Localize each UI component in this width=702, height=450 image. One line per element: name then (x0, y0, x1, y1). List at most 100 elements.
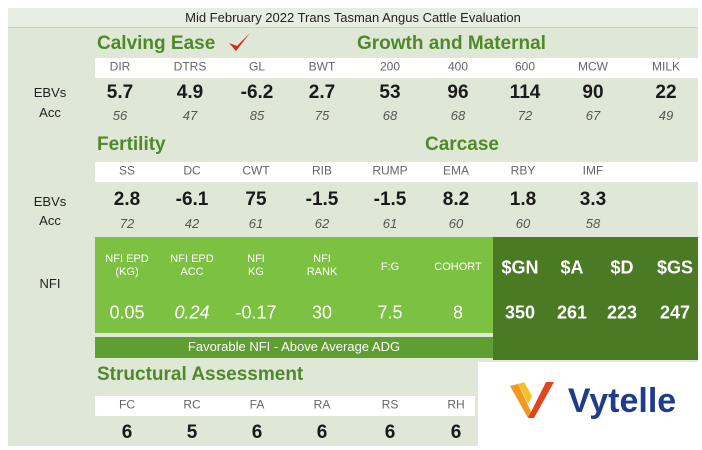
nfi-note-bar (95, 337, 493, 358)
column-label: 400 (447, 59, 469, 74)
label-row (95, 162, 698, 182)
index-value: 247 (659, 302, 691, 323)
ebv-value: 114 (509, 82, 541, 104)
section-heading: Carcase (425, 134, 499, 156)
acc-value: 60 (515, 216, 531, 232)
column-label: RBY (510, 163, 536, 178)
ebv-value: 3.3 (579, 189, 607, 211)
ebv-value: 1.8 (509, 189, 537, 211)
acc-value: 61 (382, 216, 398, 232)
column-label: IMF (582, 163, 604, 178)
row-label: EBVs (33, 85, 67, 101)
row-label: NFI (39, 276, 61, 292)
acc-value: 72 (119, 216, 135, 232)
acc-value: 58 (585, 216, 601, 232)
ebv-value: 90 (582, 82, 604, 104)
section-heading: Calving Ease (97, 33, 216, 55)
nfi-value: -0.17 (235, 302, 277, 323)
column-label: DIR (109, 59, 131, 74)
ebv-value: 4.9 (176, 82, 204, 104)
column-label: RC (183, 397, 201, 412)
title: Mid February 2022 Trans Tasman Angus Cat… (185, 10, 521, 26)
row-label: Acc (39, 105, 61, 121)
index-value: 350 (504, 302, 536, 323)
column-label: 600 (514, 59, 536, 74)
nfi-value: 0.05 (109, 302, 145, 323)
nfi-column-label: NFI EPD (170, 253, 214, 266)
column-label: FC (119, 397, 135, 412)
ebv-value: 2.8 (113, 189, 141, 211)
acc-value: 67 (585, 108, 601, 124)
logo-text: Vytelle (567, 382, 677, 421)
column-label: CWT (242, 163, 270, 178)
structural-value: 6 (121, 422, 133, 444)
column-label: DC (183, 163, 201, 178)
acc-value: 85 (249, 108, 265, 124)
nfi-block (95, 237, 493, 333)
acc-value: 49 (658, 108, 674, 124)
index-value: 261 (556, 302, 588, 323)
label-row (95, 396, 475, 416)
acc-value: 42 (184, 216, 200, 232)
nfi-column-label: RANK (306, 266, 338, 279)
row-label: EBVs (33, 194, 67, 210)
section-heading: Fertility (97, 134, 166, 156)
column-label: RA (313, 397, 331, 412)
column-label: FA (249, 397, 265, 412)
nfi-column-label: ACC (180, 266, 204, 279)
acc-value: 68 (450, 108, 466, 124)
ebv-value: 75 (245, 189, 267, 211)
column-label: RH (447, 397, 465, 412)
ebv-value: 96 (447, 82, 469, 104)
nfi-value: 8 (452, 302, 464, 323)
acc-value: 61 (248, 216, 264, 232)
label-row (95, 58, 698, 78)
nfi-column-label: COHORT (434, 261, 482, 274)
column-label: MCW (578, 59, 608, 74)
ebv-value: 5.7 (106, 82, 134, 104)
nfi-column-label: F:G (380, 261, 400, 274)
nfi-value: 0.24 (174, 302, 210, 323)
column-label: RS (381, 397, 399, 412)
column-label: BWT (308, 59, 336, 74)
index-value: 223 (606, 302, 638, 323)
acc-value: 68 (382, 108, 398, 124)
ebv-value: -6.1 (175, 189, 209, 211)
ebv-value: -1.5 (305, 189, 339, 211)
acc-value: 62 (314, 216, 330, 232)
acc-value: 72 (517, 108, 533, 124)
column-label: MILK (651, 59, 681, 74)
section-heading: Structural Assessment (97, 364, 304, 386)
structural-value: 6 (384, 422, 396, 444)
acc-value: 47 (182, 108, 198, 124)
structural-value: 6 (251, 422, 263, 444)
logo-area (478, 362, 698, 446)
column-label: GL (248, 59, 266, 74)
index-label: $GN (501, 257, 539, 278)
row-label: Acc (39, 213, 61, 229)
structural-value: 6 (450, 422, 462, 444)
nfi-column-label: NFI (247, 253, 265, 266)
nfi-column-label: KG (248, 266, 264, 279)
index-label: $GS (656, 257, 694, 278)
ebv-value: 8.2 (442, 189, 470, 211)
index-block (493, 237, 698, 360)
column-label: RUMP (372, 163, 408, 178)
index-label: $A (560, 257, 584, 278)
nfi-column-label: (KG) (115, 266, 139, 279)
column-label: EMA (442, 163, 470, 178)
ebv-value: 53 (379, 82, 401, 104)
logo-mark (510, 382, 554, 418)
column-label: RIB (311, 163, 333, 178)
check-icon (229, 33, 250, 51)
nfi-note: Favorable NFI - Above Average ADG (187, 339, 401, 355)
acc-value: 56 (112, 108, 128, 124)
column-label: SS (118, 163, 136, 178)
ebv-value: 22 (655, 82, 677, 104)
structural-value: 5 (186, 422, 198, 444)
ebv-value: -1.5 (373, 189, 407, 211)
section-heading: Growth and Maternal (357, 33, 546, 55)
nfi-value: 30 (311, 302, 333, 323)
acc-value: 60 (448, 216, 464, 232)
